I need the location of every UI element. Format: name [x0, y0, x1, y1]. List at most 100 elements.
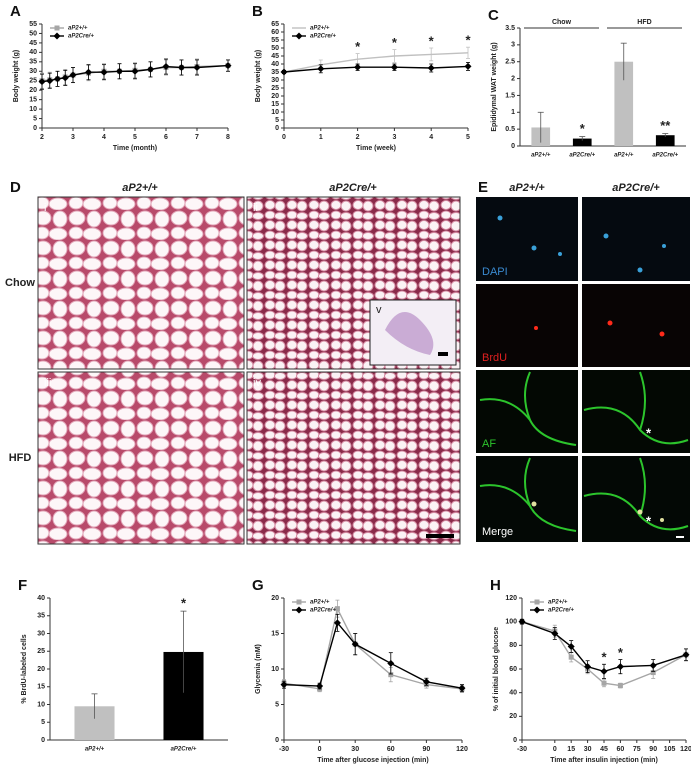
y-tick-label: 2.5 — [505, 59, 515, 66]
y-axis-label: % of initial blood glucose — [493, 627, 500, 711]
tile-label: ii — [253, 202, 258, 214]
x-tick-label: 3 — [392, 134, 396, 141]
y-tick-label: 10 — [271, 666, 279, 673]
legend-label: aP2+/+ — [310, 600, 330, 606]
merged-nuclei — [531, 501, 664, 522]
y-tick-label: 25 — [271, 85, 279, 92]
marker — [116, 67, 123, 75]
y-tick-label: 3 — [511, 42, 515, 49]
marker — [162, 63, 170, 71]
y-tick-label: 1 — [511, 109, 515, 116]
marker — [316, 682, 324, 690]
significance-mark: * — [465, 33, 471, 48]
y-tick-label: 2 — [511, 75, 515, 82]
marker — [85, 68, 92, 76]
x-tick-label: 30 — [584, 746, 592, 753]
x-tick-label: 15 — [567, 746, 575, 753]
column-header: aP2Cre/+ — [329, 182, 377, 194]
x-tick-label: aP2Cre/+ — [171, 747, 197, 753]
significance-mark: * — [601, 650, 607, 665]
column-header: aP2+/+ — [509, 182, 545, 194]
micrograph — [582, 456, 690, 542]
legend-label: aP2Cre/+ — [548, 608, 574, 614]
adipocyte-membranes — [479, 371, 689, 532]
inset-cells — [385, 312, 434, 355]
marker — [54, 25, 60, 31]
marker — [464, 62, 472, 70]
group-label: Chow — [552, 19, 572, 26]
marker — [568, 654, 574, 660]
marker — [584, 663, 592, 671]
histology-panel: D aP2+/+ aP2Cre/+ Chow HFD i ii iii iv v — [5, 179, 461, 545]
x-tick-label: 8 — [226, 134, 230, 141]
legend-label: aP2Cre/+ — [310, 34, 336, 40]
significance-mark: * — [618, 645, 624, 660]
y-tick-label: 60 — [271, 29, 279, 36]
significance-mark: * — [429, 33, 435, 48]
x-tick-label: 1 — [319, 134, 323, 141]
y-tick-label: 25 — [29, 78, 37, 85]
fluorescence-panel: E aP2+/+ aP2Cre/+ DAPI BrdU AF Merge — [476, 179, 690, 542]
panel-letter: H — [490, 577, 501, 594]
x-tick-label: 45 — [600, 746, 608, 753]
significance-mark: ** — [660, 118, 671, 133]
channel-label: BrdU — [482, 352, 507, 364]
marker — [317, 65, 325, 73]
y-tick-label: 10 — [29, 106, 37, 113]
series-line — [283, 65, 469, 73]
x-tick-label: 120 — [680, 746, 691, 753]
x-tick-label: 60 — [617, 746, 625, 753]
marker — [422, 678, 430, 686]
marker — [280, 68, 288, 76]
y-tick-label: 10 — [271, 109, 279, 116]
marker — [682, 651, 690, 659]
x-tick-label: 5 — [466, 134, 470, 141]
x-axis-label: Time (month) — [113, 145, 157, 152]
series-line — [283, 621, 463, 689]
y-tick-label: 15 — [271, 101, 279, 108]
marker — [533, 606, 541, 614]
y-tick-label: 30 — [37, 630, 45, 637]
micrograph — [476, 197, 578, 281]
legend-label: aP2+/+ — [68, 26, 88, 32]
marker — [334, 606, 340, 612]
x-tick-label: -30 — [279, 746, 289, 753]
y-tick-label: 20 — [37, 666, 45, 673]
marker — [38, 78, 46, 86]
y-tick-label: 35 — [37, 613, 45, 620]
x-tick-label: 2 — [356, 134, 360, 141]
legend-label: aP2Cre/+ — [68, 34, 94, 40]
y-tick-label: 0 — [275, 737, 279, 744]
x-tick-label: 4 — [429, 134, 433, 141]
y-tick-label: 30 — [29, 68, 37, 75]
y-axis-label: Epididymal WAT weight (g) — [491, 42, 498, 131]
x-tick-label: 105 — [664, 746, 676, 753]
x-axis-label: Time (week) — [356, 145, 396, 152]
y-tick-label: 50 — [29, 30, 37, 37]
panel-letter: F — [18, 577, 27, 594]
marker — [354, 63, 362, 71]
marker — [333, 619, 341, 627]
marker — [295, 606, 303, 614]
marker — [616, 663, 624, 671]
marker — [600, 667, 608, 675]
x-tick-label: 2 — [40, 134, 44, 141]
scale-bar — [426, 534, 454, 538]
panel-letter: E — [478, 179, 488, 196]
micrograph — [37, 196, 245, 370]
y-axis-label: Body weight (g) — [13, 50, 20, 103]
panel-letter: A — [10, 3, 21, 20]
y-tick-label: 15 — [271, 630, 279, 637]
bar — [614, 61, 634, 146]
marker — [518, 618, 526, 626]
x-axis-label: Time after glucose injection (min) — [317, 757, 429, 764]
channel-label: DAPI — [482, 266, 508, 278]
cell-mark: * — [646, 513, 652, 528]
y-tick-label: 65 — [271, 21, 279, 28]
x-tick-label: 120 — [456, 746, 468, 753]
legend-label: aP2Cre/+ — [310, 608, 336, 614]
marker — [390, 63, 398, 71]
significance-mark: * — [580, 121, 586, 136]
marker — [61, 74, 69, 82]
